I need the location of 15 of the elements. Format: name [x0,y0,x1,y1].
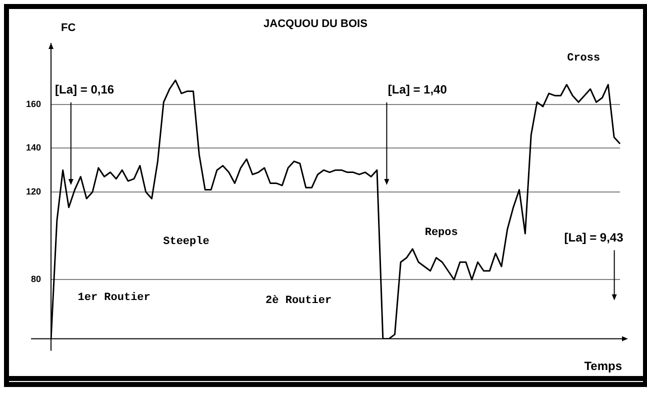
y-axis-title: FC [61,22,76,34]
annotation: Cross [567,52,600,65]
annotation: [La] = 1,40 [388,82,448,97]
x-axis-title: Temps [584,359,622,374]
y-tick-label: 120 [26,186,42,196]
chart-title: JACQUOU DU BOIS [264,18,368,30]
annotation: [La] = 0,16 [55,82,114,97]
y-tick-label: 80 [31,274,42,284]
annotation: [La] = 9,43 [564,230,624,245]
y-tick-label: 140 [26,142,42,153]
annotation: Steeple [163,236,210,248]
annotation: Repos [424,227,458,240]
annotation: 1er Routier [78,292,150,304]
annotation: 2è Routier [266,295,332,308]
y-tick-label: 160 [26,98,42,109]
